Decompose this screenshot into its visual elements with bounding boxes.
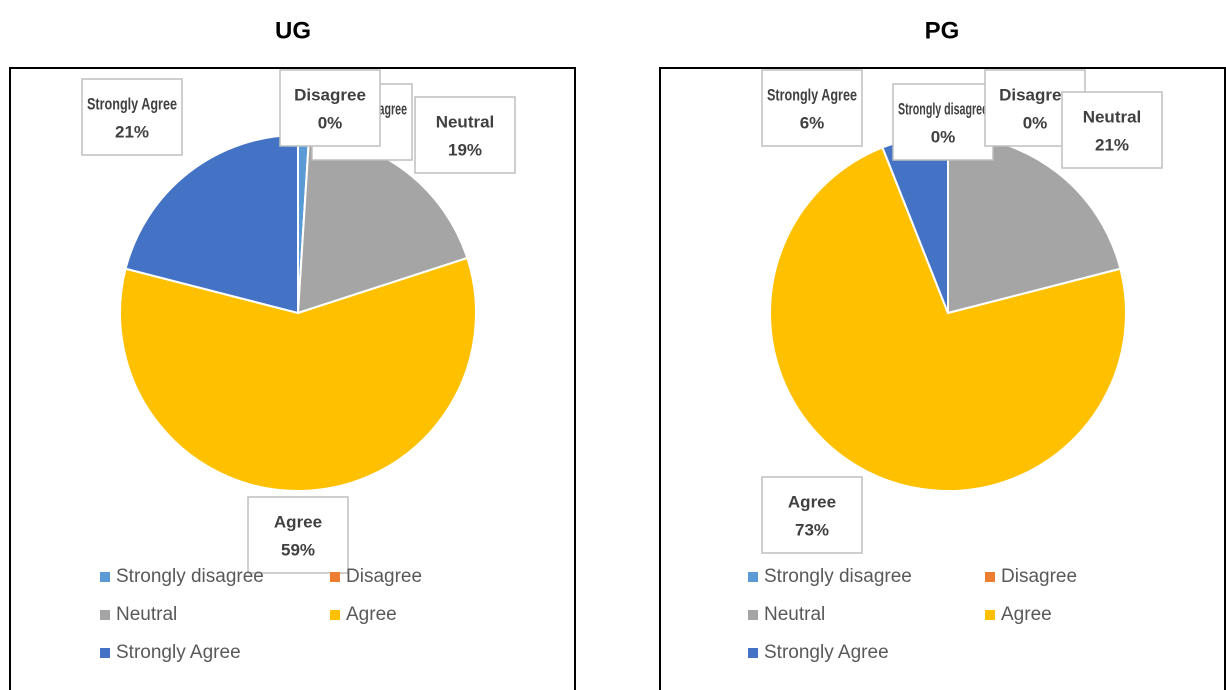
data-label-category: Neutral bbox=[436, 112, 495, 131]
data-label-value: 0% bbox=[318, 113, 343, 132]
legend-swatch bbox=[330, 572, 340, 582]
legend-label: Disagree bbox=[1001, 566, 1077, 587]
legend-label: Strongly disagree bbox=[116, 566, 264, 587]
legend-label: Disagree bbox=[346, 566, 422, 587]
data-label-value: 21% bbox=[115, 122, 149, 141]
legend-swatch bbox=[100, 572, 110, 582]
pie-slice bbox=[769, 146, 1128, 492]
data-label-category: Disagree bbox=[999, 85, 1071, 104]
data-label-box bbox=[414, 96, 516, 174]
legend-swatch bbox=[985, 572, 995, 582]
legend-label: Strongly disagree bbox=[764, 566, 912, 587]
legend-label: Agree bbox=[1001, 604, 1052, 625]
data-label-value: 0% bbox=[1023, 113, 1048, 132]
legend-label: Agree bbox=[346, 604, 397, 625]
data-label-box bbox=[761, 476, 863, 554]
data-label-category: Strongly Agree bbox=[87, 94, 177, 113]
legend-swatch bbox=[748, 610, 758, 620]
data-label-value: 0% bbox=[931, 127, 956, 146]
legend-label: Neutral bbox=[116, 604, 177, 625]
legend-label: Neutral bbox=[764, 604, 825, 625]
chart-title: PG bbox=[925, 17, 960, 44]
legend-label: Strongly Agree bbox=[764, 642, 889, 663]
data-label-value: 6% bbox=[800, 113, 825, 132]
data-label-box bbox=[761, 69, 863, 147]
data-label-category: Strongly disagree bbox=[898, 99, 988, 118]
data-label-category: Agree bbox=[788, 492, 836, 511]
legend-swatch bbox=[330, 610, 340, 620]
pie-slice bbox=[119, 256, 477, 492]
data-label-box bbox=[279, 69, 381, 147]
data-label-category: Disagree bbox=[294, 85, 366, 104]
data-label-value: 21% bbox=[1095, 135, 1129, 154]
data-label-category: Agree bbox=[274, 512, 322, 531]
pie-slice bbox=[124, 133, 299, 315]
data-label-value: 19% bbox=[448, 140, 482, 159]
legend-label: Strongly Agree bbox=[116, 642, 241, 663]
legend-swatch bbox=[100, 610, 110, 620]
data-label-box bbox=[1061, 91, 1163, 169]
data-label-category: Neutral bbox=[1083, 107, 1142, 126]
legend-swatch bbox=[748, 572, 758, 582]
legend-swatch bbox=[748, 648, 758, 658]
data-label-box bbox=[81, 78, 183, 156]
chart-title: UG bbox=[275, 17, 311, 44]
data-label-value: 59% bbox=[281, 540, 315, 559]
data-label-category: Strongly Agree bbox=[767, 85, 857, 104]
legend-swatch bbox=[985, 610, 995, 620]
data-label-box bbox=[892, 83, 994, 161]
data-label-box bbox=[247, 496, 349, 574]
data-label-value: 73% bbox=[795, 520, 829, 539]
legend-swatch bbox=[100, 648, 110, 658]
